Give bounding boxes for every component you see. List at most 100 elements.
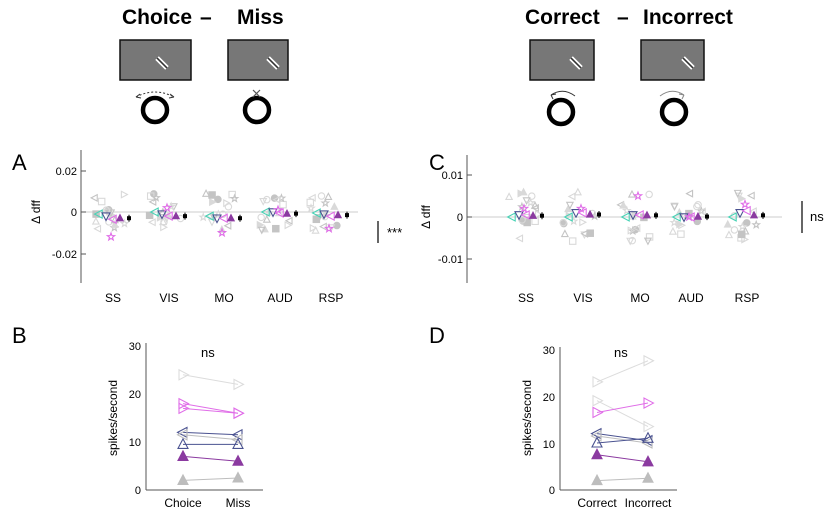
data-point-grey: [330, 202, 339, 210]
data-point: [233, 407, 245, 420]
data-point: [157, 210, 167, 220]
data-point-grey: [670, 203, 679, 212]
data-point-grey: [534, 210, 543, 219]
data-point-grey: [151, 192, 162, 202]
data-point-grey: [201, 189, 211, 197]
panel-d-chart: 30 20 10 0 spikes/second Correct Incorre…: [520, 345, 677, 510]
data-point-grey: [272, 195, 281, 204]
data-point-grey: [738, 194, 746, 203]
data-point-grey: [229, 193, 240, 203]
stimulus-miss: [227, 39, 289, 125]
data-point-grey: [223, 221, 232, 230]
data-point: [268, 208, 278, 218]
wheel-icon: [242, 95, 272, 125]
paired-line: [182, 374, 239, 385]
data-point-grey: [567, 192, 576, 201]
data-point: [735, 209, 745, 219]
data-point-outlier: [161, 202, 173, 213]
header-right-incorrect: Incorrect: [643, 6, 733, 29]
paired-line: [596, 402, 649, 413]
data-point: [528, 211, 538, 219]
rotate-arrow-icon: [659, 90, 685, 97]
paired-line: [182, 434, 239, 441]
data-point-grey: [560, 229, 570, 238]
stimulus-incorrect: [640, 39, 705, 127]
data-point: [643, 397, 655, 409]
mean-marker: [238, 216, 242, 221]
data-point: [591, 436, 603, 448]
mean-marker: [597, 212, 601, 217]
data-point-grey: [272, 224, 280, 233]
data-point-grey: [515, 234, 524, 243]
data-point-outlier: [323, 223, 335, 233]
y-tick-label: 0: [457, 212, 463, 224]
data-point-grey: [119, 218, 130, 228]
data-point-grey: [619, 200, 628, 209]
data-point: [233, 378, 245, 391]
data-point: [232, 471, 244, 483]
data-point: [634, 209, 644, 220]
mean-marker: [345, 213, 349, 218]
mean-marker: [705, 214, 709, 219]
data-point: [592, 406, 604, 419]
data-point-grey: [579, 218, 588, 227]
data-point-grey: [742, 219, 751, 227]
header-left-dash: –: [200, 6, 212, 29]
data-point-grey: [319, 222, 327, 231]
y-axis-label: Δ dff: [419, 204, 433, 228]
data-point-grey: [685, 189, 694, 198]
data-point-grey: [559, 218, 567, 227]
data-point: [218, 213, 228, 224]
data-point-grey: [737, 221, 748, 231]
header-left-choice: Choice: [122, 6, 192, 29]
data-point-grey: [309, 223, 318, 233]
y-tick-label: 30: [129, 341, 141, 353]
data-point-outlier: [683, 211, 695, 222]
data-point-grey: [643, 237, 653, 246]
data-point-grey: [89, 193, 98, 202]
data-point-outlier: [216, 227, 228, 238]
data-point-grey: [256, 220, 265, 229]
data-point: [232, 454, 244, 466]
data-point-grey: [166, 201, 177, 211]
data-point-grey: [677, 230, 685, 238]
data-point-outlier: [632, 190, 644, 201]
significance-label: ns: [614, 345, 628, 360]
panel-letter-b: B: [12, 323, 27, 348]
data-point-grey: [284, 221, 293, 230]
paired-line: [596, 360, 649, 383]
data-point: [643, 354, 655, 367]
panel-c-chart: 0.01 0 -0.01 Δ dff SS VIS MO AUD RSP ns: [419, 155, 824, 305]
data-point: [177, 473, 189, 485]
y-tick-label: -0.01: [438, 254, 463, 266]
data-point-grey: [668, 226, 678, 235]
rotate-arrow-icon: [550, 90, 576, 97]
data-point-grey: [147, 218, 156, 227]
data-point-grey: [148, 197, 157, 206]
mean-marker: [540, 213, 544, 218]
y-tick-label: 0: [135, 485, 141, 497]
x-category-label: MO: [630, 291, 649, 305]
x-category-label: Choice: [164, 496, 202, 510]
mean-marker: [127, 216, 131, 221]
data-point: [107, 214, 117, 225]
data-point: [506, 212, 516, 222]
paired-line: [596, 400, 649, 427]
header-right-correct: Correct: [525, 6, 600, 29]
data-point: [642, 471, 654, 483]
data-point-grey: [198, 212, 209, 222]
data-point-grey: [160, 223, 169, 232]
data-point: [232, 437, 244, 449]
x-category-label: RSP: [319, 291, 344, 305]
data-point-grey: [209, 197, 217, 207]
x-category-label: Incorrect: [625, 496, 672, 510]
x-category-label: VIS: [159, 291, 178, 305]
data-point-grey: [120, 190, 129, 199]
data-point-outlier: [575, 203, 587, 214]
panel-letter-c: C: [429, 150, 445, 175]
data-point: [115, 213, 125, 222]
data-point: [571, 209, 581, 219]
data-point-grey: [697, 207, 706, 216]
data-point-grey: [522, 197, 531, 206]
data-point-grey: [262, 214, 271, 223]
